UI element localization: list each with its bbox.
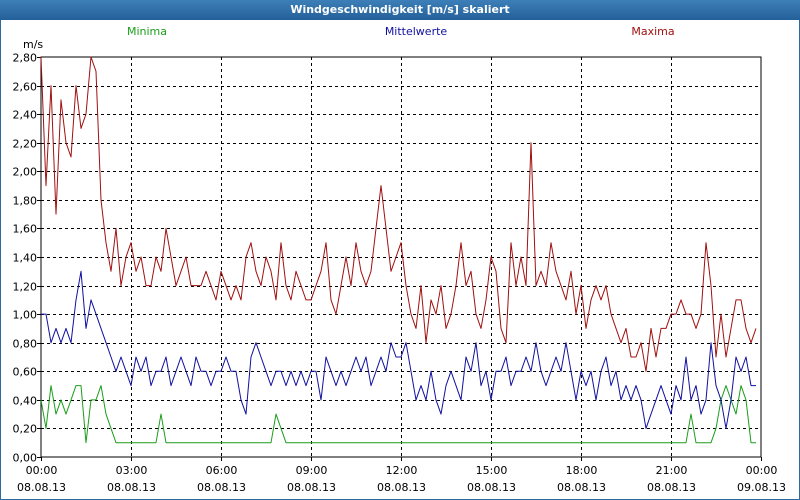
y-tick-label: 1,40 (13, 252, 38, 265)
x-tick-date-label: 08.08.13 (287, 481, 336, 494)
x-tick-date-label: 08.08.13 (197, 481, 246, 494)
series-line-maxima (40, 56, 757, 372)
y-tick-label: 2,60 (13, 81, 38, 94)
legend-minima: Minima (127, 25, 167, 38)
x-tick-time-label: 03:00 (116, 464, 148, 477)
y-tick-label: 0,40 (13, 395, 38, 408)
y-tick-label: 2,00 (13, 166, 38, 179)
y-tick-label: 0,20 (13, 423, 38, 436)
y-tick-label: 2,40 (13, 109, 38, 122)
y-tick-label: 1,80 (13, 195, 38, 208)
window-title: Windgeschwindigkeit [m/s] skaliert (0, 0, 800, 20)
x-tick-time-label: 18:00 (566, 464, 598, 477)
x-tick-date-label: 08.08.13 (467, 481, 516, 494)
x-tick-time-label: 15:00 (476, 464, 508, 477)
x-tick-time-label: 09:00 (296, 464, 328, 477)
series-line-minima (40, 385, 756, 444)
y-axis-label: m/s (23, 38, 43, 51)
y-tick-label: 1,20 (13, 281, 38, 294)
x-tick-time-label: 21:00 (656, 464, 688, 477)
series-line-mittelwerte (41, 270, 756, 429)
y-tick-label: 1,60 (13, 223, 38, 236)
y-tick-label: 2,20 (13, 138, 38, 151)
legend-maxima: Maxima (631, 25, 674, 38)
x-tick-date-label: 08.08.13 (647, 481, 696, 494)
x-tick-time-label: 06:00 (206, 464, 238, 477)
y-tick-label: 1,00 (13, 309, 38, 322)
x-tick-date-label: 09.08.13 (737, 481, 786, 494)
x-tick-time-label: 12:00 (386, 464, 418, 477)
legend-mittelwerte: Mittelwerte (385, 25, 448, 38)
x-tick-date-label: 08.08.13 (107, 481, 156, 494)
x-tick-date-label: 08.08.13 (17, 481, 66, 494)
chart-panel: 0,00 0,20 0,40 0,60 0,80 1,00 1,20 1,40 1,60 1,80… (1, 20, 799, 499)
y-tick-label: 0,60 (13, 366, 38, 379)
y-tick-label: 0,80 (13, 338, 38, 351)
x-tick-date-label: 08.08.13 (557, 481, 606, 494)
x-tick-time-label: 00:00 (746, 464, 778, 477)
x-tick-date-label: 08.08.13 (377, 481, 426, 494)
y-tick-label: 2,80 (13, 52, 38, 65)
y-tick-label: 0,00 (13, 452, 38, 465)
wind-speed-chart: 0,00 0,20 0,40 0,60 0,80 1,00 1,20 1,40 1,60 1,80… (13, 25, 786, 494)
x-tick-time-label: 00:00 (26, 464, 58, 477)
